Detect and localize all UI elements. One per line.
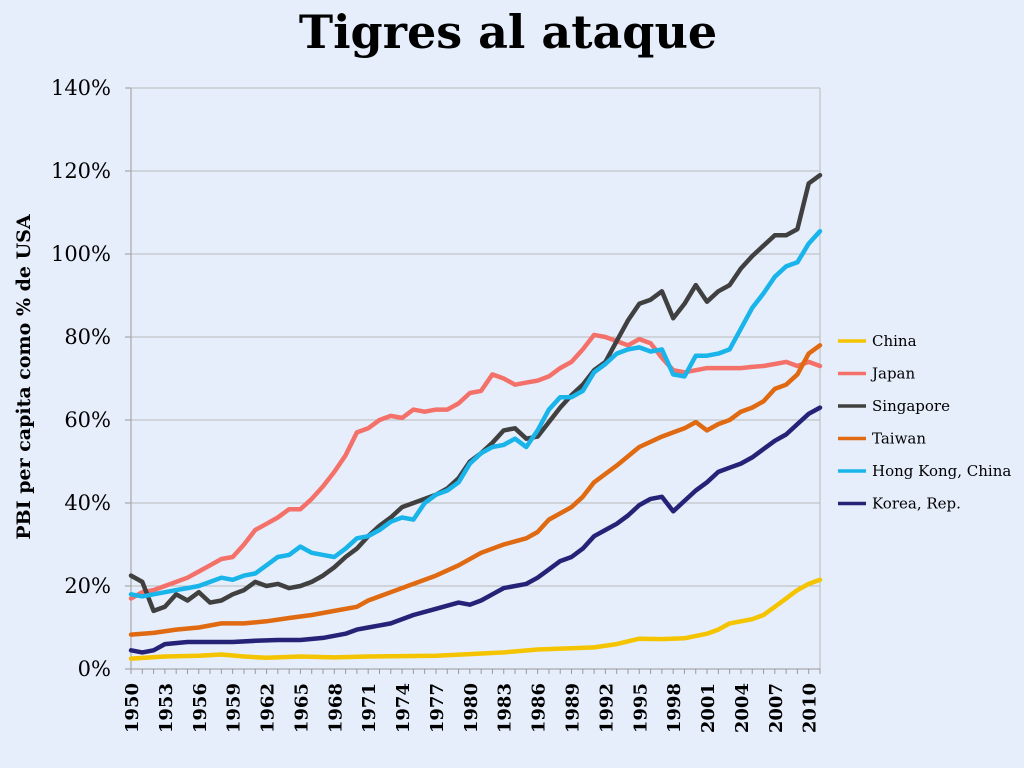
series-lines: [128, 172, 823, 661]
gridlines: [130, 87, 821, 670]
x-tick-label: 1977: [427, 683, 448, 733]
chart-title: Tigres al ataque: [299, 5, 717, 59]
x-tick-label: 2004: [732, 683, 753, 733]
legend-label-taiwan: Taiwan: [872, 430, 926, 448]
x-tick-label: 1998: [664, 683, 685, 733]
y-tick-label: 40%: [64, 491, 111, 515]
series-line-japan: [128, 332, 823, 601]
x-tick-label: 1971: [359, 683, 380, 733]
x-tick-label: 1953: [156, 683, 177, 733]
x-tick-label: 2010: [800, 683, 821, 733]
legend-label-japan: Japan: [870, 365, 916, 383]
y-tick-label: 80%: [64, 325, 111, 349]
x-tick-label: 1989: [563, 683, 584, 733]
x-tick-label: 1965: [291, 683, 312, 733]
x-tick-label: 1968: [325, 683, 346, 733]
x-tick-label: 1956: [190, 683, 211, 733]
series-line-hong-kong-china: [128, 228, 823, 599]
legend-label-korea-rep: Korea, Rep.: [872, 495, 961, 513]
legend-label-china: China: [872, 332, 917, 350]
y-axis-ticks: 0% 20% 40% 60% 80% 100% 120% 140%: [51, 76, 131, 681]
x-tick-label: 1995: [630, 683, 651, 733]
series-line-china: [128, 577, 823, 661]
x-tick-label: 1950: [122, 683, 143, 733]
y-tick-label: 120%: [51, 159, 111, 183]
x-tick-label: 1992: [596, 683, 617, 733]
y-tick-label: 60%: [64, 408, 111, 432]
x-tick-label: 2001: [698, 683, 719, 733]
y-tick-label: 0%: [78, 657, 111, 681]
x-tick-label: 1959: [224, 683, 245, 733]
series-line-taiwan: [128, 343, 823, 637]
y-tick-label: 100%: [51, 242, 111, 266]
x-tick-label: 2007: [766, 683, 787, 733]
x-tick-label: 1962: [258, 683, 279, 733]
x-tick-label: 1980: [461, 683, 482, 733]
y-axis-label: PBI per capita como % de USA: [13, 214, 35, 540]
x-tick-label: 1983: [495, 683, 516, 733]
legend: China Japan Singapore Taiwan Hong Kong, Chin…: [838, 332, 1011, 513]
legend-label-singapore: Singapore: [872, 397, 950, 415]
legend-label-hong-kong-china: Hong Kong, China: [872, 462, 1011, 480]
x-tick-label: 1986: [529, 683, 550, 733]
y-tick-label: 140%: [51, 76, 111, 100]
series-line-korea-rep: [128, 405, 823, 655]
x-tick-label: 1974: [393, 683, 414, 733]
x-axis-ticks: 1950 1953 1956 1959 1962 1965 1968 1971 1974 1977…: [122, 669, 821, 733]
y-tick-label: 20%: [64, 574, 111, 598]
